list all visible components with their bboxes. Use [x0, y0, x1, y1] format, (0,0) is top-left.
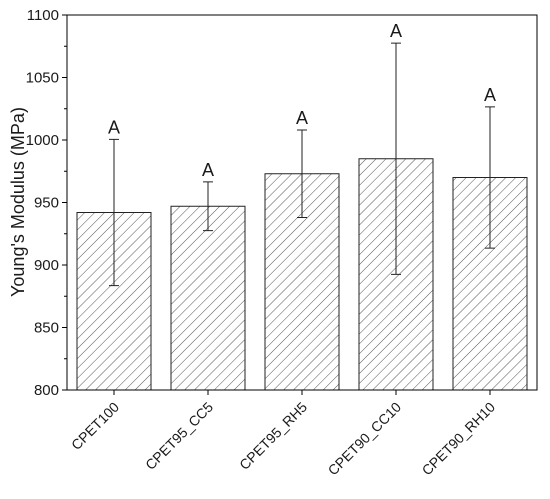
y-tick-label: 850 [34, 320, 59, 337]
error-bar [109, 138, 119, 287]
x-axis-ticks: CPET100 CPET95_CC5 CPET95_RH5 CPET90_CC10 CP… [68, 390, 498, 478]
x-tick-label: CPET90_CC10 [325, 399, 405, 479]
significance-label: A [390, 21, 402, 41]
y-axis-title: Young's Modulus (MPa) [8, 107, 28, 297]
x-tick-label: CPET90_RH10 [419, 399, 499, 479]
x-tick-label: CPET95_CC5 [142, 399, 216, 473]
significance-label: A [108, 117, 120, 137]
y-tick-label: 800 [34, 382, 59, 399]
error-bar [203, 181, 213, 232]
significance-label: A [202, 160, 214, 180]
error-bars-layer [109, 42, 495, 287]
y-tick-label: 1100 [27, 7, 59, 24]
y-tick-label: 1000 [26, 132, 59, 149]
x-tick-label: CPET100 [68, 399, 122, 453]
y-tick-label: 950 [34, 195, 59, 212]
significance-label: A [484, 85, 496, 105]
y-tick-label: 1050 [26, 70, 59, 87]
y-tick-label: 900 [34, 257, 59, 274]
bar [170, 205, 246, 391]
bar-fill [170, 205, 246, 391]
significance-labels-layer: A A A A A [108, 21, 496, 180]
error-bar [297, 129, 307, 218]
error-bar [485, 106, 495, 249]
x-tick-label: CPET95_RH5 [236, 399, 310, 473]
significance-label: A [296, 108, 308, 128]
error-bar [391, 42, 401, 275]
y-axis-ticks: 800 850 900 950 1000 1050 1100 [26, 7, 67, 399]
